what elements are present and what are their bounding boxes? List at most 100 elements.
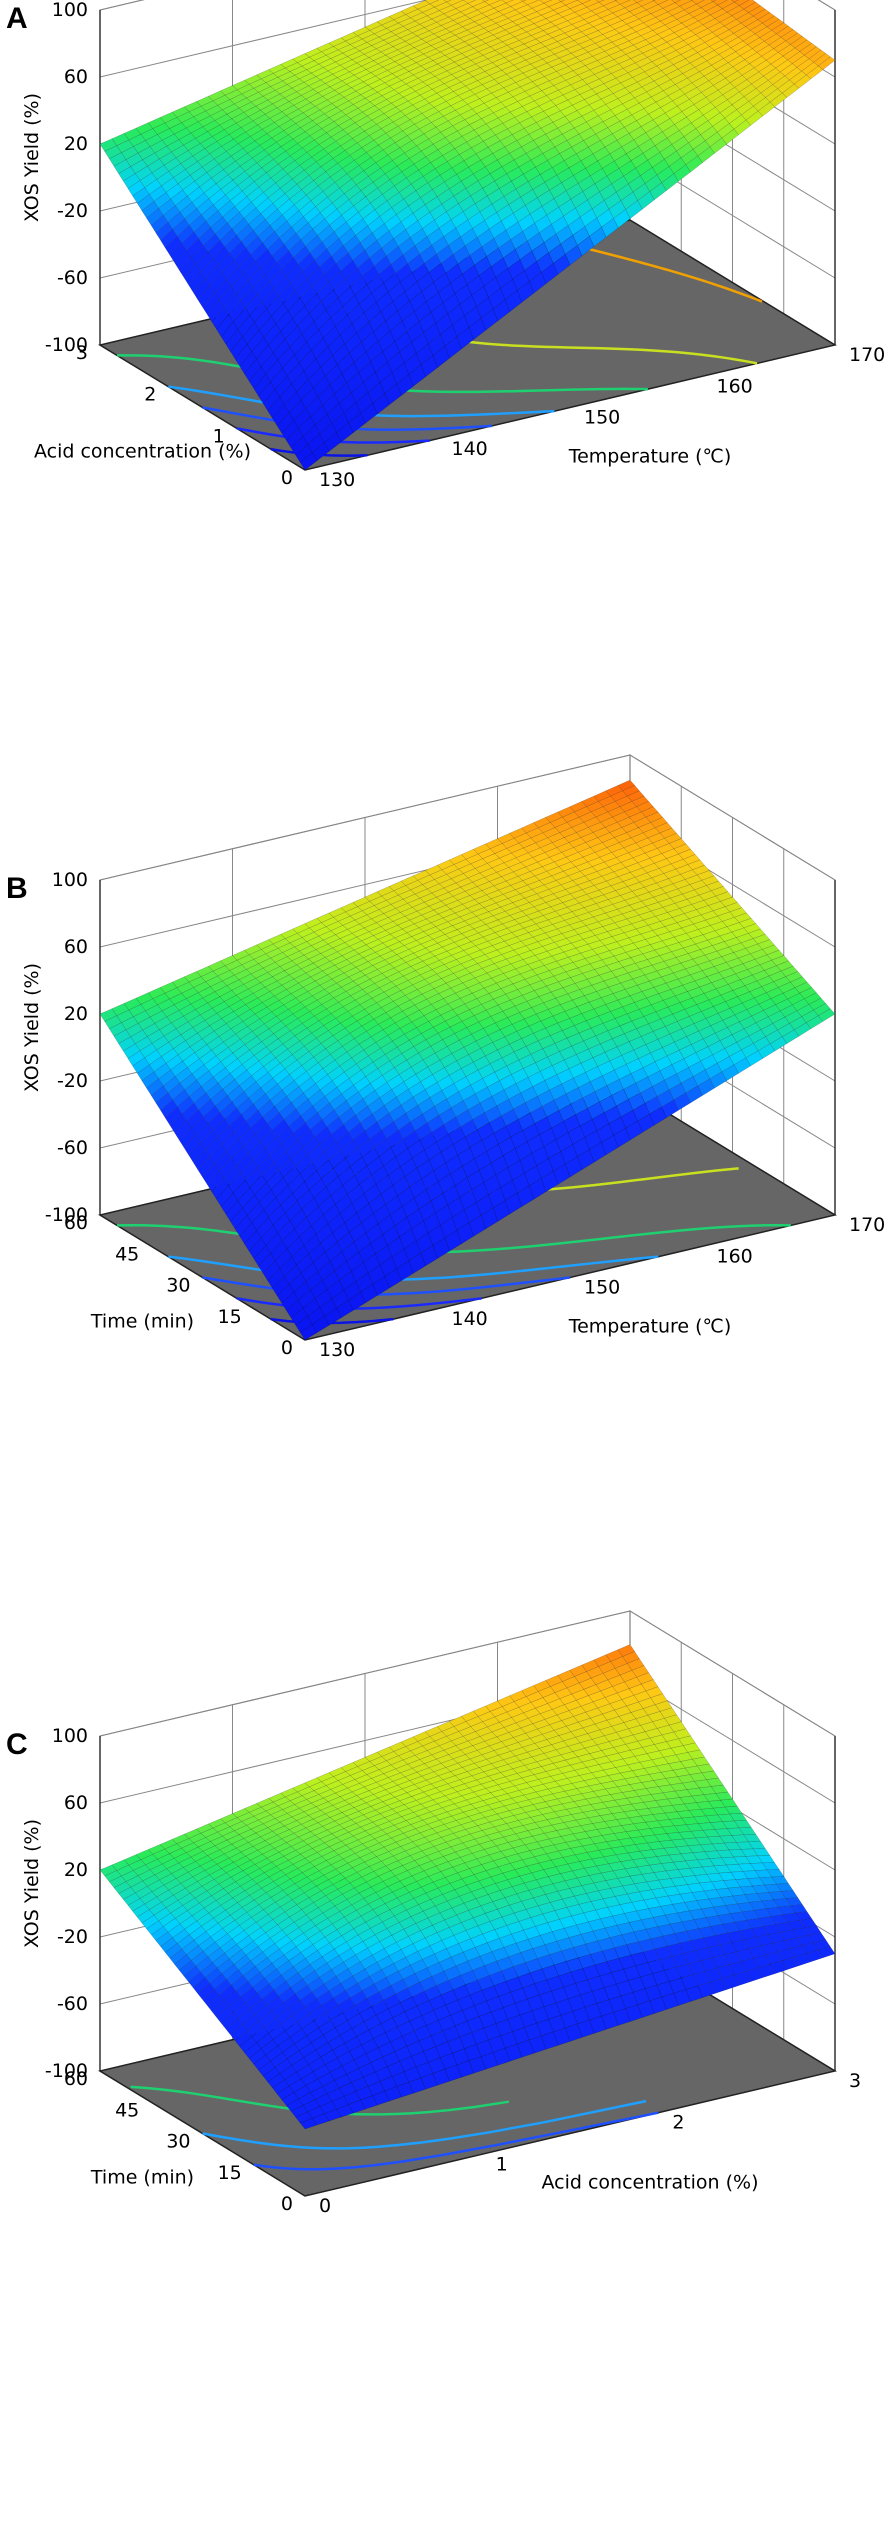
surface-cell bbox=[272, 97, 290, 109]
surface-cell bbox=[376, 1746, 395, 1757]
surface-cell bbox=[348, 412, 366, 434]
surface-cell bbox=[301, 1790, 320, 1800]
surface-cell bbox=[298, 102, 316, 114]
surface-cell bbox=[204, 1012, 222, 1027]
surface-cell bbox=[698, 1881, 717, 1892]
surface-cell bbox=[164, 987, 183, 1000]
surface-cell bbox=[239, 157, 258, 172]
x-tick-label: 3 bbox=[76, 342, 88, 364]
surface-cell bbox=[254, 1123, 273, 1142]
surface-cell bbox=[392, 1033, 410, 1048]
surface-cell bbox=[312, 218, 330, 236]
surface-cell bbox=[649, 1106, 667, 1126]
surface-cell bbox=[249, 1002, 268, 1015]
surface-cell bbox=[453, 968, 471, 979]
surface-cell bbox=[383, 214, 402, 232]
surface-cell bbox=[442, 992, 461, 1005]
surface-cell bbox=[338, 1819, 357, 1829]
surface-cell bbox=[322, 1270, 340, 1290]
z-gridline bbox=[99, 754, 836, 881]
surface-cell bbox=[227, 211, 245, 230]
surface-cell bbox=[240, 1160, 258, 1181]
surface-cell bbox=[145, 1004, 163, 1018]
surface-cell bbox=[418, 122, 437, 135]
surface-cell bbox=[263, 1016, 282, 1030]
y-tick-label: 130 bbox=[319, 1339, 355, 1361]
surface-cell bbox=[304, 1170, 322, 1191]
surface-cell bbox=[144, 1049, 162, 1066]
y-axis-label: Temperature (℃) bbox=[568, 446, 732, 468]
z-tick-label: 60 bbox=[64, 936, 88, 958]
surface-cell bbox=[221, 103, 240, 115]
surface-cell bbox=[417, 874, 435, 885]
surface-cell bbox=[486, 1831, 505, 1841]
surface-cell bbox=[174, 1120, 192, 1141]
surface-cell bbox=[223, 293, 241, 316]
surface-cell bbox=[491, 862, 510, 873]
surface-cell bbox=[598, 1761, 617, 1771]
surface-cell bbox=[479, 1809, 498, 1818]
y-tick-label: 150 bbox=[584, 1277, 620, 1299]
surface-cell bbox=[482, 0, 490, 2]
surface-cell bbox=[475, 146, 494, 161]
surface-cell bbox=[118, 166, 136, 182]
surface-cell bbox=[360, 1061, 379, 1077]
surface-cell bbox=[453, 937, 472, 947]
surface-cell bbox=[259, 1129, 278, 1149]
surface-cell bbox=[222, 206, 240, 224]
surface-cell bbox=[225, 1200, 243, 1222]
surface-cell bbox=[347, 126, 365, 139]
surface-cell bbox=[299, 1162, 318, 1183]
surface-cell bbox=[713, 1001, 731, 1014]
x-tick-label: 1 bbox=[213, 425, 225, 447]
surface-cell bbox=[357, 257, 375, 277]
surface-cell bbox=[277, 1074, 295, 1091]
surface-cell bbox=[360, 181, 379, 198]
surface-cell bbox=[263, 141, 282, 155]
surface-cell bbox=[335, 1010, 353, 1024]
z-tick-label: 100 bbox=[52, 0, 88, 21]
surface-cell bbox=[420, 355, 438, 378]
surface-cell bbox=[171, 1015, 189, 1030]
surface-cell bbox=[463, 306, 482, 328]
surface-cell bbox=[380, 1184, 398, 1205]
surface-cell bbox=[201, 204, 219, 222]
surface-cell bbox=[364, 1825, 383, 1836]
panel-label: C bbox=[6, 1728, 28, 1761]
surface-cell bbox=[99, 1008, 118, 1022]
surface-cell bbox=[169, 992, 187, 1006]
surface-cell bbox=[601, 1709, 620, 1721]
surface-cell bbox=[116, 139, 134, 154]
surface-cell bbox=[111, 133, 130, 147]
surface-cell bbox=[216, 253, 235, 274]
surface-cell bbox=[467, 1812, 486, 1822]
surface-cell bbox=[218, 155, 236, 170]
surface-cell bbox=[244, 1229, 262, 1252]
surface-cell bbox=[383, 1156, 401, 1176]
surface-cell bbox=[286, 210, 304, 228]
surface-cell bbox=[436, 968, 454, 979]
surface-cell bbox=[347, 1004, 365, 1017]
surface-cell bbox=[305, 1822, 324, 1832]
surface-cell bbox=[502, 1005, 520, 1018]
surface-cell bbox=[444, 929, 463, 939]
surface-cell bbox=[495, 1764, 514, 1773]
surface-cell bbox=[130, 1029, 148, 1045]
surface-cell bbox=[473, 16, 492, 26]
surface-cell bbox=[397, 1186, 415, 1207]
surface-cell bbox=[580, 1791, 599, 1800]
surface-cell bbox=[284, 1820, 302, 1830]
z-tick-label: -60 bbox=[57, 1137, 88, 1159]
z-tick-label: -20 bbox=[57, 200, 88, 222]
surface-cell bbox=[455, 1109, 473, 1128]
surface-cell bbox=[624, 2, 643, 12]
surface-cell bbox=[721, 1064, 739, 1082]
surface-cell bbox=[221, 974, 240, 987]
surface-cell bbox=[520, 0, 527, 2]
surface-cell bbox=[509, 1690, 527, 1702]
surface-cell bbox=[417, 3, 436, 13]
surface-cell bbox=[136, 1064, 155, 1082]
surface-cell bbox=[432, 345, 450, 369]
surface-cell bbox=[450, 982, 468, 994]
surface-cell bbox=[307, 984, 325, 997]
